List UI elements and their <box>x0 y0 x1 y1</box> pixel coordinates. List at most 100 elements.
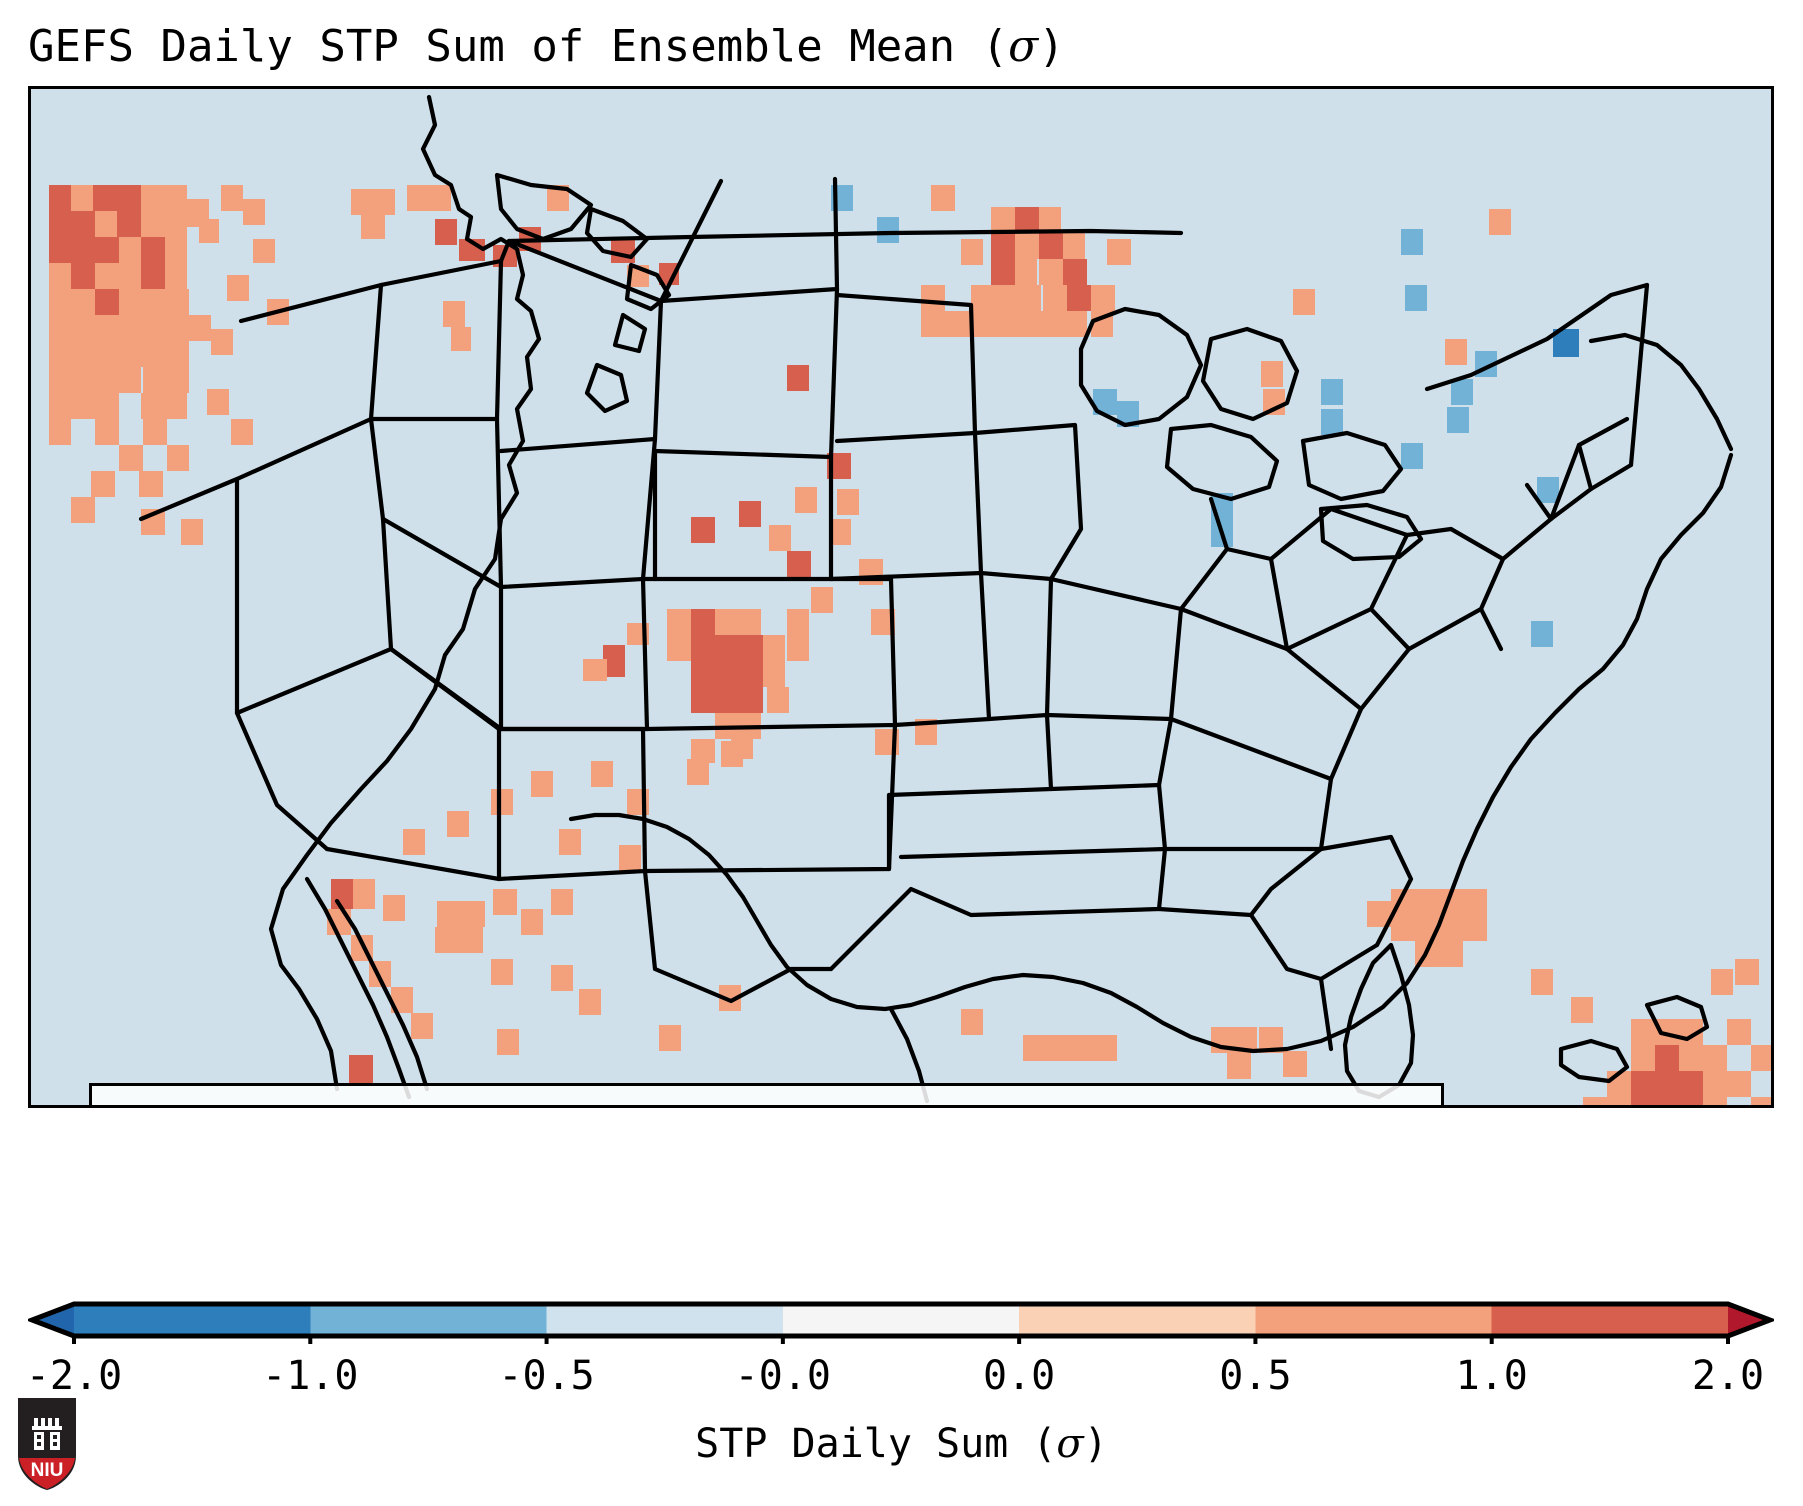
anomaly-cell <box>207 389 229 415</box>
anomaly-cell <box>667 635 691 661</box>
anomaly-cell <box>551 965 573 991</box>
anomaly-cell <box>141 393 165 419</box>
anomaly-cell <box>73 289 95 315</box>
anomaly-cell <box>491 959 513 985</box>
anomaly-cell <box>461 901 485 927</box>
anomaly-cell <box>349 1055 373 1083</box>
anomaly-cell <box>1047 1035 1071 1061</box>
anomaly-cell <box>141 185 163 211</box>
colorbar-tick-label: -2.0 <box>25 1353 123 1399</box>
anomaly-cell <box>163 185 187 211</box>
anomaly-cell <box>493 889 517 915</box>
anomaly-cell <box>227 275 249 301</box>
anomaly-cell <box>119 237 141 263</box>
anomaly-cell <box>1107 239 1131 265</box>
anomaly-cell <box>351 189 373 215</box>
anomaly-cell <box>715 687 739 713</box>
anomaly-cell <box>117 211 141 237</box>
anomaly-cell <box>931 185 955 211</box>
anomaly-cell <box>141 289 165 315</box>
anomaly-cell <box>691 635 715 661</box>
anomaly-cell <box>1727 1071 1751 1097</box>
anomaly-cell <box>143 419 167 445</box>
anomaly-cell <box>411 1013 433 1039</box>
colorbar-tick-label: 0.5 <box>1219 1353 1292 1399</box>
anomaly-cell <box>1631 1071 1655 1097</box>
anomaly-cell <box>1703 1097 1727 1105</box>
map-axes[interactable]: Valid: 2025-10-20 12:00 UTC to 2025-10-2… <box>28 86 1774 1108</box>
anomaly-cell <box>739 609 761 635</box>
anomaly-cell <box>49 289 73 315</box>
niu-logo-text: NIU <box>31 1460 64 1481</box>
anomaly-cell <box>763 661 785 687</box>
anomaly-cell <box>165 263 187 289</box>
anomaly-cell <box>1607 1097 1631 1105</box>
anomaly-cell <box>1679 1045 1703 1071</box>
anomaly-cell <box>211 329 233 355</box>
anomaly-cell <box>243 199 265 225</box>
anomaly-cell <box>429 185 451 211</box>
anomaly-cell <box>991 259 1015 285</box>
anomaly-cell <box>691 687 715 713</box>
anomaly-cell <box>1063 259 1087 285</box>
anomaly-cell <box>719 985 741 1011</box>
anomaly-cell <box>1631 1045 1655 1071</box>
anomaly-cell <box>49 419 71 445</box>
anomaly-cell <box>1735 959 1759 985</box>
anomaly-cell <box>1019 285 1041 311</box>
colorbar-over-arrow <box>1728 1304 1770 1336</box>
anomaly-cell <box>1439 941 1463 967</box>
colorbar-segment <box>782 1304 1020 1336</box>
anomaly-cell <box>1451 379 1473 405</box>
anomaly-cell <box>49 185 71 211</box>
anomaly-cell <box>1679 1097 1703 1105</box>
info-box: Valid: 2025-10-20 12:00 UTC to 2025-10-2… <box>89 1083 1444 1105</box>
political-borders-layer <box>138 94 1734 1104</box>
anomaly-cell <box>95 419 119 445</box>
colorbar-segments <box>32 1304 1770 1336</box>
anomaly-cell <box>921 311 945 337</box>
anomaly-cell <box>829 519 851 545</box>
anomaly-cell <box>583 659 607 681</box>
anomaly-cell <box>231 419 253 445</box>
colorbar[interactable] <box>28 1300 1774 1344</box>
colorbar-tick-label: 2.0 <box>1691 1353 1765 1399</box>
anomaly-cell <box>95 211 117 237</box>
anomaly-cell <box>1063 233 1085 259</box>
anomaly-cell <box>49 237 73 263</box>
colorbar-label-suffix: ) <box>1083 1421 1108 1467</box>
niu-logo: NIU <box>18 1398 76 1490</box>
anomaly-cell <box>497 1029 519 1055</box>
anomaly-cell <box>1091 285 1115 311</box>
anomaly-cell <box>165 289 189 315</box>
anomaly-cell <box>181 519 203 545</box>
anomaly-cell <box>691 661 715 687</box>
anomaly-cell <box>767 687 789 713</box>
anomaly-cell <box>435 927 459 953</box>
anomaly-cell <box>117 315 141 341</box>
anomaly-cell <box>1321 379 1343 405</box>
anomaly-cell <box>971 285 995 311</box>
anomaly-cell <box>459 927 483 953</box>
colorbar-segment <box>546 1304 784 1336</box>
colorbar-tick-label: -1.0 <box>262 1353 359 1399</box>
colorbar-segment <box>310 1304 548 1336</box>
anomaly-cell <box>739 661 763 687</box>
anomaly-cell <box>199 219 219 243</box>
anomaly-cell <box>95 341 119 367</box>
anomaly-cell <box>1679 1071 1703 1097</box>
anomaly-cell <box>119 445 143 471</box>
anomaly-cell <box>49 341 73 367</box>
page-title: GEFS Daily STP Sum of Ensemble Mean (σ) <box>28 18 1065 76</box>
anomaly-cell <box>73 341 95 367</box>
anomaly-cell <box>1401 229 1423 255</box>
anomaly-cell <box>763 635 785 661</box>
anomaly-cell <box>119 341 143 367</box>
anomaly-cell <box>1531 621 1553 647</box>
anomaly-cell <box>1015 259 1037 285</box>
anomaly-cell <box>993 311 1017 337</box>
anomaly-cell <box>559 829 581 855</box>
anomaly-cell <box>187 315 211 341</box>
anomaly-cell <box>1067 285 1091 311</box>
anomaly-cell <box>1405 285 1427 311</box>
